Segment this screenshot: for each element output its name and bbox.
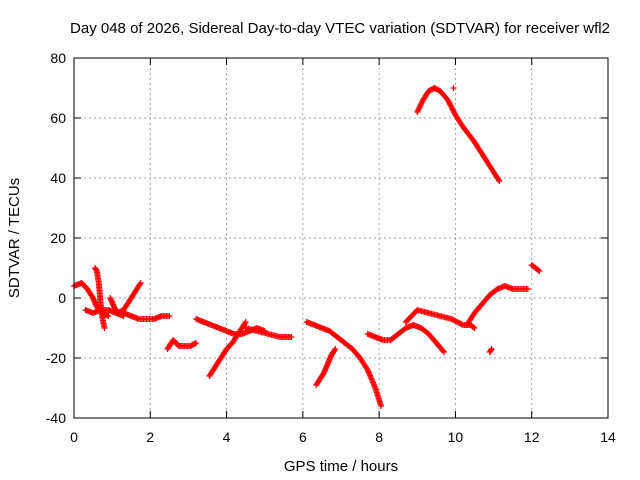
data-point	[495, 176, 502, 183]
data-point	[535, 267, 542, 274]
data-point	[445, 98, 452, 105]
data-point	[416, 105, 423, 111]
data-point	[415, 106, 422, 113]
data-point	[488, 346, 495, 352]
data-point	[418, 101, 425, 107]
data-point	[416, 103, 423, 110]
x-tick-label: 2	[146, 429, 154, 445]
data-point	[444, 97, 451, 103]
data-point	[137, 280, 144, 286]
y-tick-label: 80	[50, 50, 66, 66]
data-point	[414, 107, 421, 114]
x-tick-label: 12	[524, 429, 540, 445]
data-point	[458, 321, 465, 328]
data-point	[449, 106, 456, 113]
data-point	[450, 85, 457, 91]
grid	[74, 58, 608, 418]
data-point	[241, 320, 248, 327]
data-point	[331, 347, 338, 354]
data-point	[447, 102, 454, 109]
data-point	[136, 281, 143, 288]
x-tick-label: 4	[223, 429, 231, 445]
y-tick-label: 60	[50, 110, 66, 126]
data-point	[448, 105, 455, 112]
y-tick-label: -20	[46, 350, 66, 366]
y-axis-label: SDTVAR / TECUs	[6, 178, 23, 298]
data-point	[166, 313, 173, 319]
x-tick-label: 14	[600, 429, 616, 445]
data-point	[440, 349, 447, 355]
y-tick-label: 0	[58, 290, 66, 306]
x-axis-label: GPS time / hours	[284, 458, 398, 475]
data-point	[288, 334, 295, 340]
data-point	[101, 325, 108, 331]
data-point	[418, 99, 425, 106]
y-tick-label: 40	[50, 170, 66, 186]
data-point	[536, 268, 543, 274]
data-point	[446, 101, 453, 108]
x-tick-label: 8	[375, 429, 383, 445]
chart-title: Day 048 of 2026, Sidereal Day-to-day VTE…	[70, 20, 610, 37]
x-tick-label: 6	[299, 429, 307, 445]
data-points	[71, 85, 543, 409]
data-point	[488, 347, 495, 353]
data-point	[440, 347, 447, 354]
data-point	[470, 324, 477, 331]
data-point	[417, 102, 424, 109]
y-tick-label: 20	[50, 230, 66, 246]
data-point	[524, 286, 531, 292]
x-tick-label: 10	[448, 429, 464, 445]
data-point	[332, 346, 339, 352]
y-tick-label: -40	[46, 410, 66, 426]
data-point	[378, 403, 385, 409]
data-point	[496, 178, 503, 184]
data-point	[450, 107, 457, 114]
x-tick-label: 0	[70, 429, 78, 445]
data-point	[448, 103, 455, 110]
y-axis: -40 -20 0 20 40 60 80	[46, 50, 608, 426]
data-point	[242, 319, 249, 325]
data-point	[451, 109, 458, 116]
data-point	[446, 99, 453, 106]
data-point	[471, 325, 478, 331]
data-point	[105, 313, 112, 319]
x-axis: 0 2 4 6 8 10 12 14	[70, 58, 616, 445]
data-point	[193, 340, 200, 346]
data-point	[414, 109, 421, 115]
